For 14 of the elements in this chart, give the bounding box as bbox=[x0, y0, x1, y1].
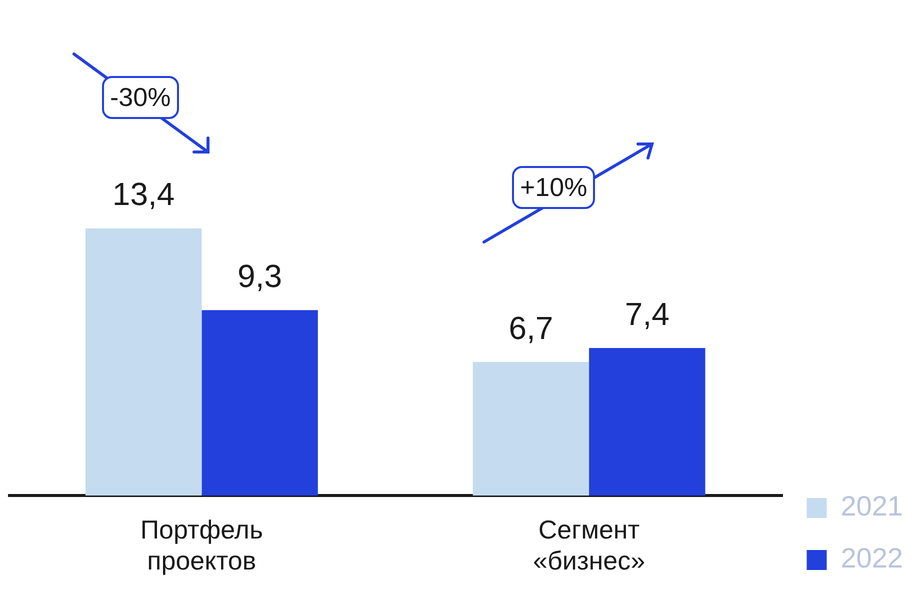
bar bbox=[85, 228, 202, 496]
data-label: 7,4 bbox=[624, 296, 670, 332]
data-label: 13,4 bbox=[112, 176, 175, 212]
text: -30% bbox=[102, 76, 179, 119]
bar bbox=[202, 310, 318, 496]
x-tick-label: Портфель проектов bbox=[140, 514, 264, 576]
text: +10% bbox=[512, 166, 596, 209]
x-tick-label: Сегмент «бизнес» bbox=[532, 514, 646, 576]
data-label: 9,3 bbox=[238, 258, 282, 294]
bar bbox=[472, 362, 590, 496]
bar bbox=[589, 348, 706, 496]
data-label: 6,7 bbox=[508, 310, 554, 346]
legend-label: 2022 bbox=[840, 542, 904, 574]
legend-label: 2021 bbox=[840, 490, 904, 522]
